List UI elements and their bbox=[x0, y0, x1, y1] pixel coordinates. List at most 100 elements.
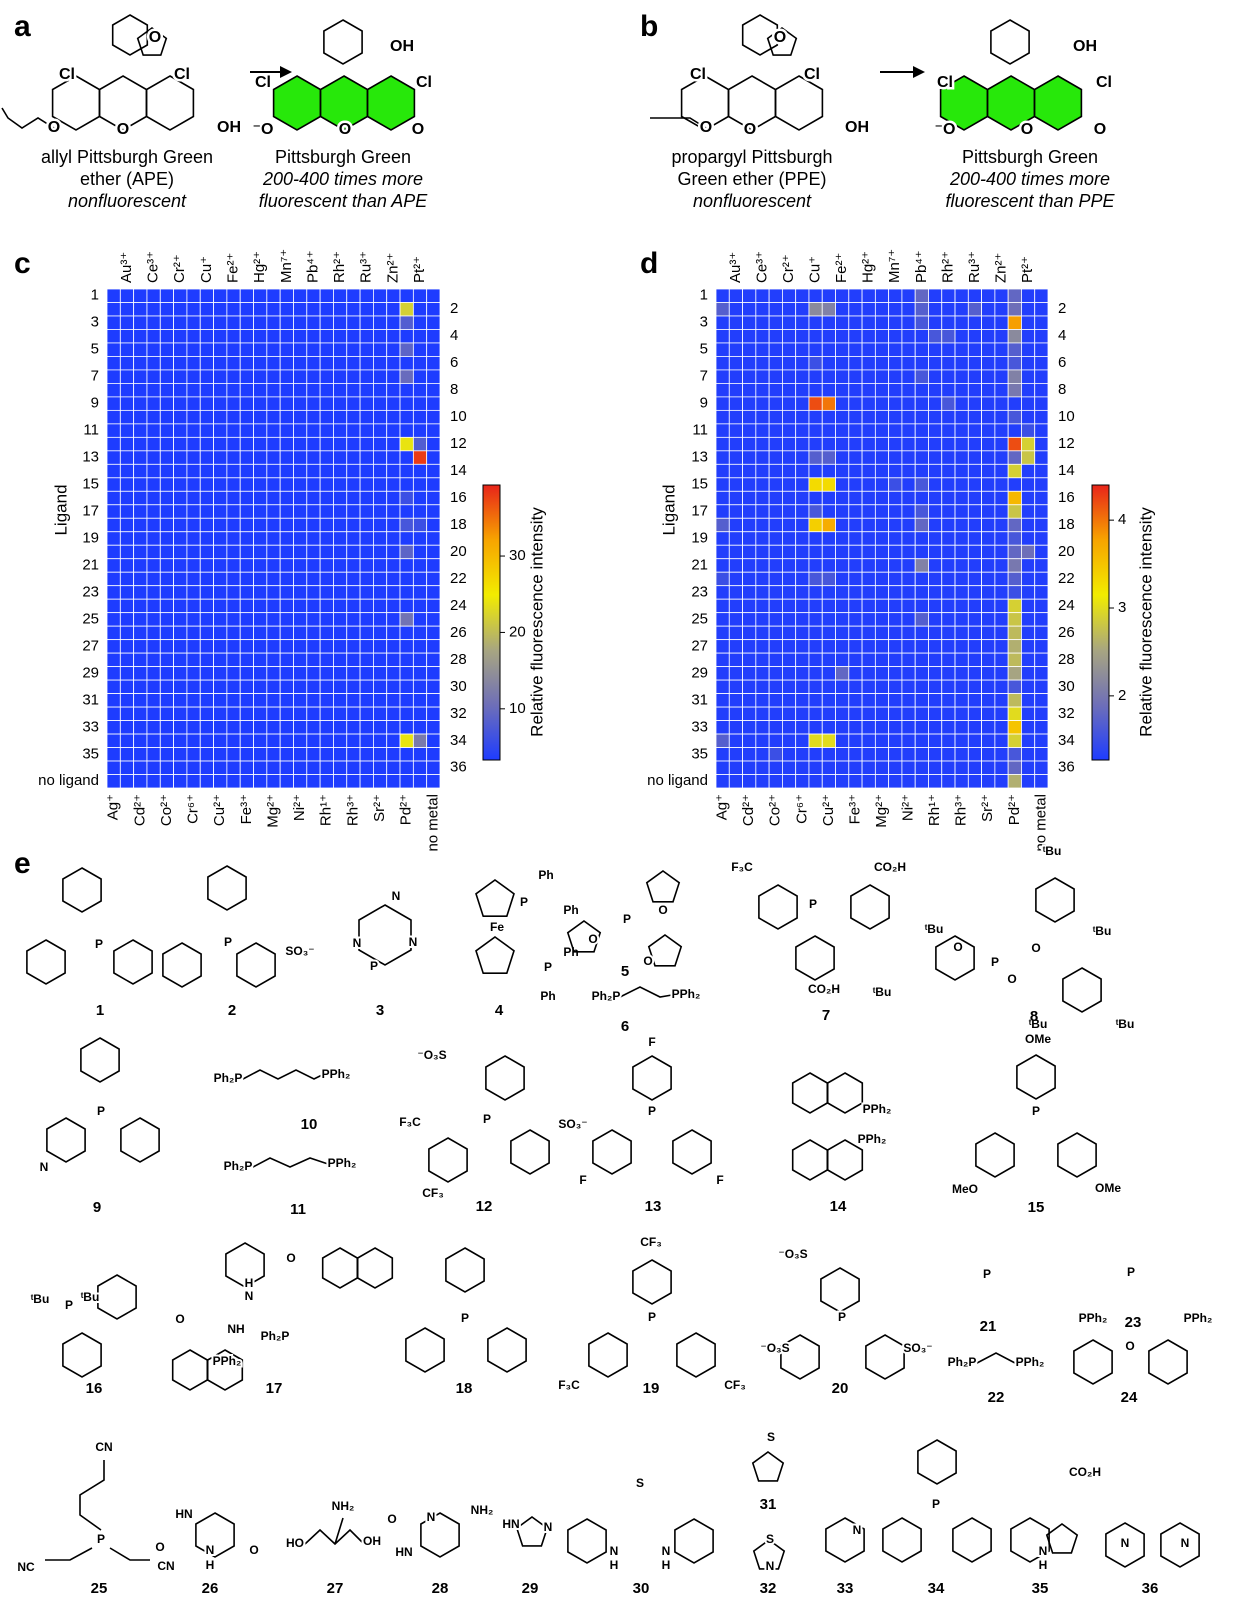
ring bbox=[674, 1518, 714, 1564]
heatmap-cell bbox=[173, 720, 188, 735]
heatmap-cell bbox=[173, 571, 188, 587]
y-tick-label: 35 bbox=[691, 745, 708, 762]
heatmap-cell bbox=[119, 625, 135, 641]
heatmap-cell bbox=[426, 706, 441, 721]
heatmap-cell bbox=[412, 625, 428, 641]
heatmap-cell bbox=[239, 774, 254, 789]
heatmap-cell bbox=[835, 423, 850, 438]
heatmap-cell bbox=[319, 315, 334, 330]
heatmap-cell bbox=[874, 315, 890, 330]
atom-label: O bbox=[953, 940, 962, 954]
heatmap-cell bbox=[981, 585, 996, 600]
heatmap-cell bbox=[199, 490, 214, 506]
atom-label: F₃C bbox=[558, 1378, 580, 1392]
heatmap-cell bbox=[186, 504, 201, 519]
heatmap-cell bbox=[133, 315, 148, 330]
heatmap-cell bbox=[173, 585, 188, 600]
heatmap-cell bbox=[835, 329, 850, 344]
heatmap-cell bbox=[782, 639, 797, 654]
heatmap-cell bbox=[119, 693, 135, 708]
heatmap-cell bbox=[226, 639, 241, 654]
heatmap-cell bbox=[861, 693, 876, 708]
heatmap-cell bbox=[861, 369, 876, 384]
ring bbox=[356, 1247, 394, 1289]
heatmap-cell bbox=[795, 760, 810, 775]
heatmap-cell bbox=[742, 396, 757, 411]
heatmap-cell bbox=[768, 679, 783, 694]
heatmap-cell bbox=[981, 693, 996, 708]
heatmap-cell bbox=[279, 666, 294, 681]
heatmap-cell bbox=[213, 558, 228, 573]
heatmap-cell bbox=[874, 585, 890, 600]
heatmap-cell bbox=[755, 490, 770, 506]
heatmap-cell bbox=[239, 356, 254, 371]
heatmap-cell bbox=[253, 315, 268, 330]
heatmap-cell bbox=[728, 706, 743, 721]
heatmap-cell bbox=[159, 544, 174, 560]
ring bbox=[791, 1139, 829, 1181]
heatmap-cell bbox=[399, 531, 414, 546]
heatmap-cell bbox=[319, 436, 334, 452]
heatmap-cell bbox=[386, 693, 401, 708]
heatmap-cell bbox=[306, 558, 321, 573]
heatmap-cell bbox=[755, 342, 770, 357]
heatmap-cell bbox=[755, 747, 770, 762]
heatmap-cell bbox=[941, 342, 956, 357]
heatmap-cell bbox=[173, 598, 188, 614]
heatmap-cell bbox=[306, 612, 321, 627]
heatmap-cell bbox=[319, 612, 334, 627]
x-tick-label: Pd²⁺ bbox=[1006, 794, 1023, 825]
heatmap-cell bbox=[106, 679, 121, 694]
bond bbox=[650, 117, 707, 129]
heatmap-cell bbox=[266, 679, 281, 694]
heatmap-cell bbox=[1021, 612, 1036, 627]
atom-label: HO bbox=[286, 1536, 304, 1550]
heatmap-cell bbox=[412, 774, 428, 789]
heatmap-cell bbox=[1007, 423, 1022, 438]
heatmap-cell bbox=[768, 639, 783, 654]
heatmap-cell bbox=[186, 342, 201, 357]
heatmap-cell bbox=[861, 517, 876, 533]
heatmap-cell bbox=[186, 531, 201, 546]
heatmap-cell bbox=[226, 706, 241, 721]
heatmap-cell bbox=[848, 342, 863, 357]
atom-label: CN bbox=[157, 1559, 174, 1573]
heatmap-cell bbox=[333, 598, 348, 614]
heatmap-cell bbox=[848, 396, 863, 411]
heatmap-cell bbox=[333, 436, 348, 452]
heatmap-cell bbox=[253, 544, 268, 560]
heatmap-cell bbox=[795, 598, 810, 614]
heatmap-cell bbox=[967, 639, 983, 654]
heatmap-cell bbox=[728, 720, 743, 735]
heatmap-cell bbox=[715, 571, 730, 587]
atom-label: P bbox=[483, 1112, 491, 1126]
atom-label: P bbox=[623, 912, 631, 926]
heatmap-cell bbox=[106, 356, 121, 371]
compound-number: 21 bbox=[980, 1318, 997, 1335]
heatmap-cell bbox=[226, 625, 241, 641]
heatmap-cell bbox=[1034, 409, 1049, 425]
heatmap-cell bbox=[346, 612, 361, 627]
heatmap-cell bbox=[266, 517, 281, 533]
heatmap-cell bbox=[835, 315, 850, 330]
heatmap-cell bbox=[861, 625, 876, 641]
heatmap-cell bbox=[146, 342, 161, 357]
heatmap-cell bbox=[346, 463, 361, 479]
heatmap-cell bbox=[279, 598, 294, 614]
heatmap-cell bbox=[967, 598, 983, 614]
heatmap-cell bbox=[914, 733, 929, 748]
heatmap-cell bbox=[1007, 463, 1022, 479]
heatmap-cell bbox=[319, 517, 334, 533]
x-tick-label: Cu⁺ bbox=[807, 256, 824, 283]
heatmap-cell bbox=[346, 679, 361, 694]
heatmap-cell bbox=[967, 679, 983, 694]
heatmap-cell bbox=[742, 747, 757, 762]
heatmap-cell bbox=[199, 423, 214, 438]
heatmap-cell bbox=[835, 679, 850, 694]
heatmap-cell bbox=[119, 598, 135, 614]
heatmap-cell bbox=[399, 625, 414, 641]
ring bbox=[741, 14, 779, 56]
heatmap-cell bbox=[346, 383, 361, 398]
atom-label: PPh₂ bbox=[1016, 1355, 1045, 1369]
heatmap-cell bbox=[333, 733, 348, 748]
